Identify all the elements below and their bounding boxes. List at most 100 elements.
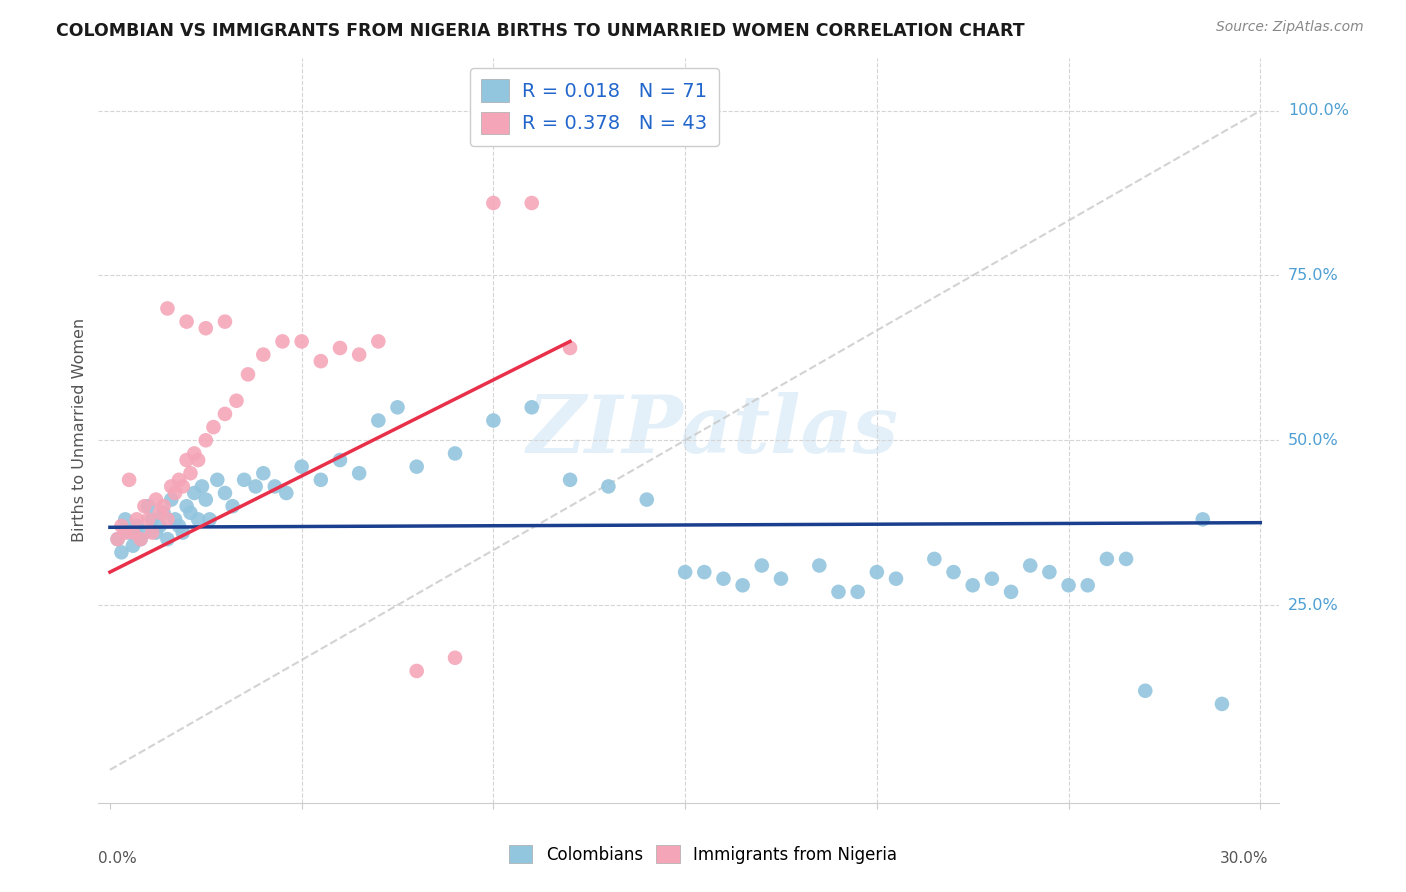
Text: 30.0%: 30.0% — [1219, 851, 1268, 866]
Point — [129, 532, 152, 546]
Point — [942, 565, 965, 579]
Text: 100.0%: 100.0% — [1288, 103, 1348, 119]
Point — [156, 301, 179, 316]
Point — [176, 453, 198, 467]
Point — [176, 315, 198, 329]
Y-axis label: Births to Unmarried Women: Births to Unmarried Women — [72, 318, 87, 542]
Point — [827, 585, 849, 599]
Point — [221, 499, 243, 513]
Point — [347, 348, 370, 362]
Point — [329, 453, 352, 467]
Point — [263, 479, 285, 493]
Point — [405, 459, 427, 474]
Point — [149, 519, 172, 533]
Point — [673, 565, 696, 579]
Point — [167, 473, 190, 487]
Point — [141, 512, 163, 526]
Point — [179, 467, 201, 481]
Point — [1077, 578, 1099, 592]
Point — [107, 532, 129, 546]
Point — [114, 512, 136, 526]
Point — [152, 499, 174, 513]
Point — [160, 479, 183, 493]
Point — [245, 479, 267, 493]
Text: Source: ZipAtlas.com: Source: ZipAtlas.com — [1216, 20, 1364, 34]
Point — [846, 585, 869, 599]
Point — [731, 578, 754, 592]
Text: COLOMBIAN VS IMMIGRANTS FROM NIGERIA BIRTHS TO UNMARRIED WOMEN CORRELATION CHART: COLOMBIAN VS IMMIGRANTS FROM NIGERIA BIR… — [56, 22, 1025, 40]
Point — [924, 552, 946, 566]
Point — [693, 565, 716, 579]
Point — [276, 486, 298, 500]
Point — [207, 473, 229, 487]
Point — [598, 479, 620, 493]
Text: 0.0%: 0.0% — [98, 851, 138, 866]
Point — [291, 334, 314, 349]
Point — [176, 499, 198, 513]
Point — [808, 558, 831, 573]
Point — [214, 486, 236, 500]
Point — [183, 446, 205, 460]
Point — [387, 401, 409, 415]
Point — [122, 525, 145, 540]
Point — [329, 341, 352, 355]
Point — [145, 525, 167, 540]
Point — [1057, 578, 1080, 592]
Point — [1191, 512, 1213, 526]
Point — [769, 572, 792, 586]
Point — [1095, 552, 1118, 566]
Point — [347, 467, 370, 481]
Point — [156, 532, 179, 546]
Point — [179, 506, 201, 520]
Point — [160, 492, 183, 507]
Legend: Colombians, Immigrants from Nigeria: Colombians, Immigrants from Nigeria — [502, 838, 904, 871]
Point — [129, 532, 152, 546]
Point — [233, 473, 256, 487]
Point — [136, 499, 159, 513]
Point — [194, 492, 217, 507]
Point — [713, 572, 735, 586]
Point — [558, 341, 581, 355]
Point — [309, 473, 332, 487]
Point — [110, 545, 132, 559]
Point — [636, 492, 658, 507]
Point — [962, 578, 984, 592]
Point — [980, 572, 1002, 586]
Point — [520, 401, 543, 415]
Text: ZIPatlas: ZIPatlas — [526, 392, 898, 469]
Point — [191, 479, 214, 493]
Point — [884, 572, 907, 586]
Point — [252, 348, 274, 362]
Point — [172, 479, 194, 493]
Point — [149, 506, 172, 520]
Point — [367, 334, 389, 349]
Point — [165, 486, 187, 500]
Point — [136, 512, 159, 526]
Point — [558, 473, 581, 487]
Point — [194, 434, 217, 448]
Point — [110, 519, 132, 533]
Point — [866, 565, 889, 579]
Point — [444, 650, 467, 665]
Point — [444, 446, 467, 460]
Point — [236, 368, 259, 382]
Point — [198, 512, 221, 526]
Point — [187, 453, 209, 467]
Legend: R = 0.018   N = 71, R = 0.378   N = 43: R = 0.018 N = 71, R = 0.378 N = 43 — [470, 68, 718, 145]
Point — [165, 512, 187, 526]
Point — [405, 664, 427, 678]
Text: 25.0%: 25.0% — [1288, 598, 1339, 613]
Point — [152, 506, 174, 520]
Point — [172, 525, 194, 540]
Point — [214, 407, 236, 421]
Text: 50.0%: 50.0% — [1288, 433, 1339, 448]
Point — [125, 512, 148, 526]
Point — [225, 393, 247, 408]
Point — [751, 558, 773, 573]
Point — [183, 486, 205, 500]
Point — [141, 525, 163, 540]
Point — [1038, 565, 1060, 579]
Point — [167, 519, 190, 533]
Point — [125, 519, 148, 533]
Point — [1135, 683, 1157, 698]
